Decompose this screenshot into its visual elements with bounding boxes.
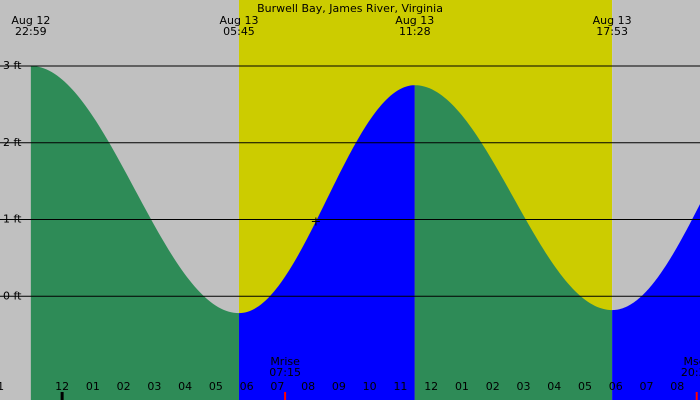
hour-tick-label: 12 [424, 380, 438, 393]
hour-tick-label: 12 [55, 380, 69, 393]
y-tick-label: 1 ft [3, 213, 22, 226]
hour-tick-label: 09 [332, 380, 346, 393]
extreme-time-label: 05:45 [223, 25, 255, 38]
moon-time-label: 07:15 [269, 366, 301, 379]
tide-area-layer [30, 66, 700, 400]
extreme-day-label: Aug 13 [395, 14, 434, 27]
extreme-time-label: 17:53 [596, 25, 628, 38]
hour-tick-label: 01 [86, 380, 100, 393]
y-tick-label: 0 ft [3, 289, 22, 302]
hour-tick-label: 05 [209, 380, 223, 393]
rising-tide-area [612, 204, 700, 400]
y-tick-label: 3 ft [3, 59, 22, 72]
hour-tick-label: 08 [670, 380, 684, 393]
hour-tick-label: 07 [270, 380, 284, 393]
hour-tick-label: 08 [301, 380, 315, 393]
hour-tick-label: 1 [0, 380, 4, 393]
hour-tick-label: 10 [363, 380, 377, 393]
hour-tick-label: 04 [178, 380, 192, 393]
moon-event-label: Mset [684, 355, 700, 368]
extreme-time-label: 11:28 [399, 25, 431, 38]
extreme-day-label: Aug 13 [593, 14, 632, 27]
hour-tick-label: 06 [609, 380, 623, 393]
hour-tick-label: 11 [393, 380, 407, 393]
moon-event-label: Mrise [270, 355, 300, 368]
extreme-day-label: Aug 12 [11, 14, 50, 27]
hour-tick-label: 07 [639, 380, 653, 393]
hour-tick-label: 02 [117, 380, 131, 393]
extreme-day-label: Aug 13 [219, 14, 258, 27]
extreme-time-label: 22:59 [15, 25, 47, 38]
falling-tide-area [30, 66, 239, 400]
hour-tick-label: 06 [240, 380, 254, 393]
grid-layer [0, 65, 700, 297]
rising-tide-area [238, 85, 415, 400]
y-tick-label: 2 ft [3, 136, 22, 149]
hour-tick-label: 05 [578, 380, 592, 393]
hour-tick-label: 01 [455, 380, 469, 393]
falling-tide-area [414, 85, 613, 400]
moon-time-label: 20:38 [681, 366, 700, 379]
chart-title: Burwell Bay, James River, Virginia [257, 2, 443, 15]
hour-tick-label: 04 [547, 380, 561, 393]
hour-tick-label: 03 [147, 380, 161, 393]
hour-tick-label: 03 [516, 380, 530, 393]
hour-tick-label: 02 [486, 380, 500, 393]
